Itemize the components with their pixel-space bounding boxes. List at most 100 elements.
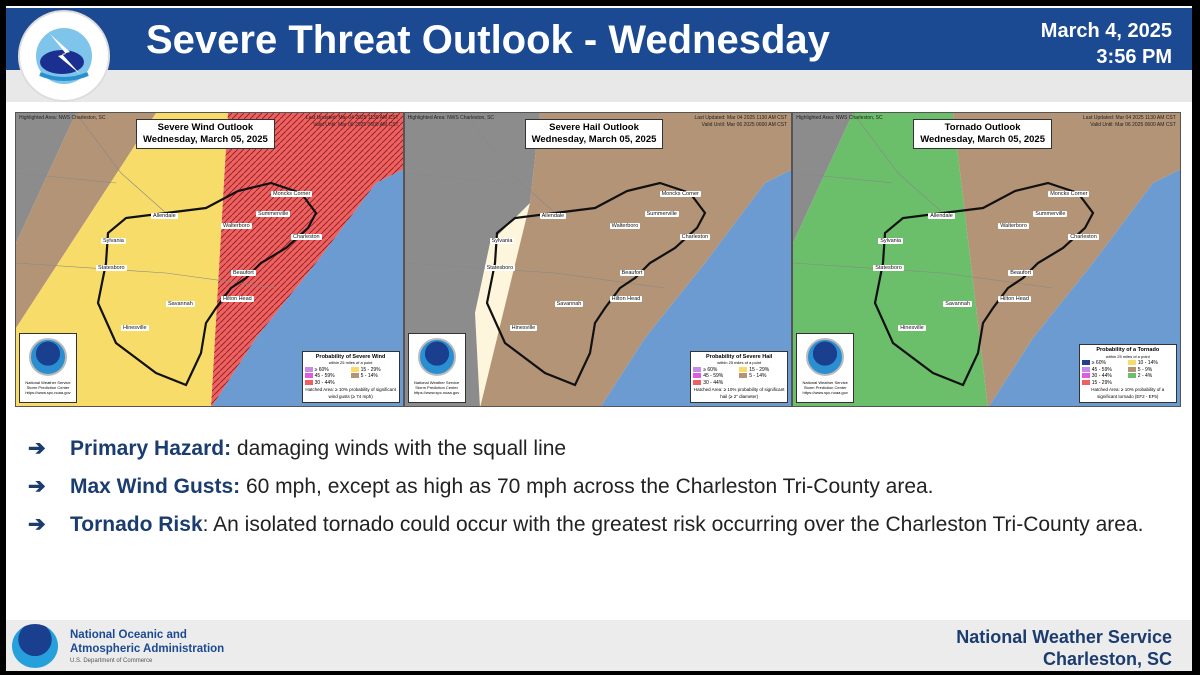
nws-logo-icon [18, 10, 110, 102]
town-label: Walterboro [221, 223, 252, 229]
legend-item: 15 - 29% [350, 367, 397, 374]
bullet-label: Max Wind Gusts: [70, 475, 241, 498]
department: U.S. Department of Commerce [70, 658, 153, 664]
nws-line2: Charleston, SC [1042, 649, 1172, 669]
ocean [600, 169, 792, 406]
page-title: Severe Threat Outlook - Wednesday [146, 18, 830, 62]
town-label: Charleston [679, 234, 711, 240]
spc-box: National Weather Service Storm Predictio… [407, 333, 466, 403]
header-datetime: March 4, 2025 3:56 PM [1041, 18, 1172, 70]
town-label: Hilton Head [221, 296, 254, 302]
town-label: Moncks Corner [271, 191, 313, 197]
town-label: Allendale [928, 213, 955, 219]
bullet-item: ➔ Max Wind Gusts: 60 mph, except as high … [28, 472, 1148, 501]
town-label: Hilton Head [998, 296, 1031, 302]
map-panel-hail: Highlighted Area: NWS Charleston, SC Las… [403, 112, 793, 407]
legend-item: 15 - 29% [1081, 380, 1128, 387]
bullet-label: Tornado Risk [70, 513, 203, 536]
org-line1: National Oceanic and [70, 629, 187, 641]
map-title: Severe Wind Outlook Wednesday, March 05, … [136, 119, 275, 149]
town-label: Hinesville [898, 325, 926, 331]
risk-area [793, 113, 988, 406]
legend: Probability of a Tornado within 25 miles … [1078, 344, 1177, 403]
town-label: Sylvania [101, 238, 126, 244]
legend-item: ≥ 60% [693, 367, 739, 374]
map-title: Severe Hail Outlook Wednesday, March 05, … [524, 119, 664, 149]
noaa-logo-icon [29, 338, 67, 376]
arrow-icon: ➔ [28, 513, 46, 536]
legend-item: 30 - 44% [693, 380, 739, 387]
town-label: Beaufort [231, 270, 256, 276]
risk-area [16, 113, 228, 406]
org-line2: Atmospheric Administration [70, 643, 225, 655]
town-label: Charleston [1068, 234, 1099, 240]
legend-item: ≥ 60% [304, 367, 351, 374]
map-canvas [404, 113, 792, 406]
legend-item: 45 - 59% [304, 373, 351, 380]
noaa-logo-icon [12, 624, 58, 668]
town-label: Walterboro [998, 223, 1029, 229]
town-label: Hinesville [509, 325, 538, 331]
legend: Probability of Severe Wind within 25 mile… [301, 350, 400, 403]
highlighted-area: Highlighted Area: NWS Charleston, SC [407, 115, 495, 121]
town-label: Allendale [539, 213, 567, 219]
town-label: Moncks Corner [1048, 191, 1090, 197]
highlighted-area: Highlighted Area: NWS Charleston, SC [19, 115, 106, 121]
outlook-maps: Highlighted Area: NWS Charleston, SC Las… [15, 112, 1181, 407]
arrow-icon: ➔ [28, 437, 46, 460]
highlighted-area: Highlighted Area: NWS Charleston, SC [796, 115, 883, 121]
footer: National Oceanic and Atmospheric Adminis… [6, 620, 1192, 671]
spc-box: National Weather Service Storm Predictio… [19, 333, 77, 403]
update-info: Last Updated: Mar 04 2025 1130 AM CST Val… [694, 115, 788, 128]
bullet-text: 60 mph, except as high as 70 mph across … [240, 475, 934, 498]
town-label: Statesboro [873, 265, 904, 271]
town-label: Charleston [291, 234, 322, 240]
map-title: Tornado Outlook Wednesday, March 05, 2025 [913, 119, 1052, 149]
header-date: March 4, 2025 [1040, 20, 1172, 42]
town-label: Allendale [151, 213, 178, 219]
map-panel-tornado: Highlighted Area: NWS Charleston, SC Las… [792, 112, 1181, 407]
nws-office: National Weather Service Charleston, SC [956, 626, 1172, 670]
map-panel-wind: Highlighted Area: NWS Charleston, SC Las… [15, 112, 404, 407]
town-label: Savannah [554, 301, 584, 307]
town-label: Beaufort [1008, 270, 1033, 276]
town-label: Statesboro [484, 265, 516, 271]
noaa-logo-icon [417, 338, 456, 376]
legend-item: 10 - 14% [1127, 360, 1174, 367]
town-label: Walterboro [609, 223, 641, 229]
legend-item: 5 - 14% [739, 373, 785, 380]
legend-item: 15 - 29% [739, 367, 785, 374]
noaa-name: National Oceanic and Atmospheric Adminis… [70, 628, 224, 656]
town-label: Moncks Corner [659, 191, 701, 197]
bullet-text: : An isolated tornado could occur with t… [202, 513, 1144, 536]
legend-item: ≥ 60% [1081, 360, 1128, 367]
risk-area [404, 113, 540, 406]
bullet-text: damaging winds with the squall line [231, 437, 567, 460]
town-label: Sylvania [878, 238, 903, 244]
arrow-icon: ➔ [28, 475, 46, 498]
risk-area [474, 203, 530, 406]
nws-line1: National Weather Service [956, 627, 1172, 647]
bullet-label: Primary Hazard: [70, 437, 232, 460]
legend: Probability of Severe Hail within 25 mile… [690, 350, 789, 403]
risk-area [953, 113, 1180, 406]
map-canvas [16, 113, 403, 406]
legend-item: 5 - 14% [350, 373, 397, 380]
town-label: Statesboro [96, 265, 127, 271]
legend-item: 45 - 59% [1081, 367, 1128, 374]
legend-item: 2 - 4% [1127, 373, 1174, 380]
town-label: Sylvania [489, 238, 515, 244]
update-info: Last Updated: Mar 04 2025 1130 AM CST Val… [305, 115, 399, 128]
risk-area [480, 113, 792, 406]
town-label: Beaufort [619, 270, 645, 276]
bullet-list: ➔ Primary Hazard: damaging winds with the… [28, 434, 1148, 548]
legend-item: 30 - 44% [1081, 373, 1128, 380]
header-subband [6, 70, 1192, 102]
legend-item: 5 - 9% [1127, 367, 1174, 374]
town-label: Summerville [256, 211, 291, 217]
ocean [212, 169, 403, 406]
town-label: Summerville [1033, 211, 1068, 217]
town-label: Hinesville [121, 325, 149, 331]
town-label: Savannah [166, 301, 195, 307]
slide: Severe Threat Outlook - Wednesday March … [6, 6, 1192, 671]
